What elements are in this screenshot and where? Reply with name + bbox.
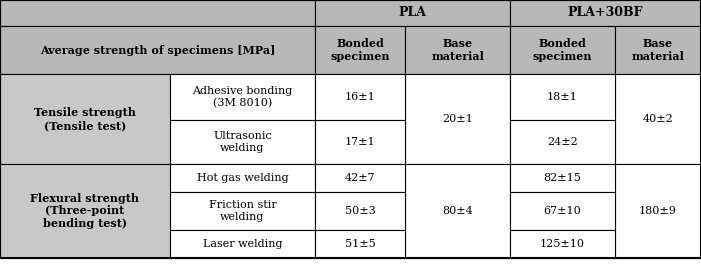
Bar	[615, 26, 701, 74]
Text: 24±2: 24±2	[547, 137, 578, 147]
Text: Base
material: Base material	[632, 38, 684, 62]
Bar	[170, 192, 315, 230]
Bar	[615, 74, 701, 164]
Text: 80±4: 80±4	[442, 206, 473, 216]
Text: 40±2: 40±2	[643, 114, 674, 124]
Text: PLA: PLA	[398, 7, 426, 20]
Bar	[510, 192, 615, 230]
Text: Adhesive bonding
(3M 8010): Adhesive bonding (3M 8010)	[192, 86, 292, 108]
Bar	[510, 230, 615, 258]
Bar	[170, 120, 315, 164]
Text: Average strength of specimens [MPa]: Average strength of specimens [MPa]	[40, 45, 275, 55]
Text: 20±1: 20±1	[442, 114, 473, 124]
Text: 50±3: 50±3	[345, 206, 375, 216]
Bar	[405, 74, 510, 164]
Text: PLA+30BF: PLA+30BF	[568, 7, 644, 20]
Bar	[510, 0, 701, 26]
Bar	[170, 230, 315, 258]
Bar	[510, 74, 615, 120]
Bar	[315, 192, 405, 230]
Text: Hot gas welding: Hot gas welding	[197, 173, 288, 183]
Bar	[0, 26, 315, 74]
Text: Flexural strength
(Three-point
bending test): Flexural strength (Three-point bending t…	[31, 193, 139, 229]
Bar	[615, 164, 701, 258]
Bar	[510, 120, 615, 164]
Bar	[315, 230, 405, 258]
Bar	[0, 164, 170, 258]
Text: 51±5: 51±5	[345, 239, 375, 249]
Bar	[0, 74, 170, 164]
Bar	[315, 74, 405, 120]
Bar	[170, 74, 315, 120]
Text: 67±10: 67±10	[543, 206, 581, 216]
Text: Ultrasonic
welding: Ultrasonic welding	[213, 131, 272, 153]
Bar	[510, 164, 615, 192]
Text: 18±1: 18±1	[547, 92, 578, 102]
Text: Base
material: Base material	[431, 38, 484, 62]
Text: 125±10: 125±10	[540, 239, 585, 249]
Bar	[510, 26, 615, 74]
Bar	[170, 164, 315, 192]
Text: 16±1: 16±1	[345, 92, 375, 102]
Text: 17±1: 17±1	[345, 137, 375, 147]
Bar	[405, 26, 510, 74]
Text: Bonded
specimen: Bonded specimen	[330, 38, 390, 62]
Bar	[315, 120, 405, 164]
Text: 82±15: 82±15	[543, 173, 581, 183]
Text: Bonded
specimen: Bonded specimen	[533, 38, 592, 62]
Bar	[405, 164, 510, 258]
Text: Tensile strength
(Tensile test): Tensile strength (Tensile test)	[34, 107, 136, 131]
Bar	[315, 26, 405, 74]
Text: 180±9: 180±9	[639, 206, 677, 216]
Bar	[0, 0, 315, 26]
Text: 42±7: 42±7	[345, 173, 375, 183]
Text: Friction stir
welding: Friction stir welding	[209, 200, 276, 222]
Bar	[315, 0, 510, 26]
Bar	[315, 164, 405, 192]
Text: Laser welding: Laser welding	[203, 239, 283, 249]
